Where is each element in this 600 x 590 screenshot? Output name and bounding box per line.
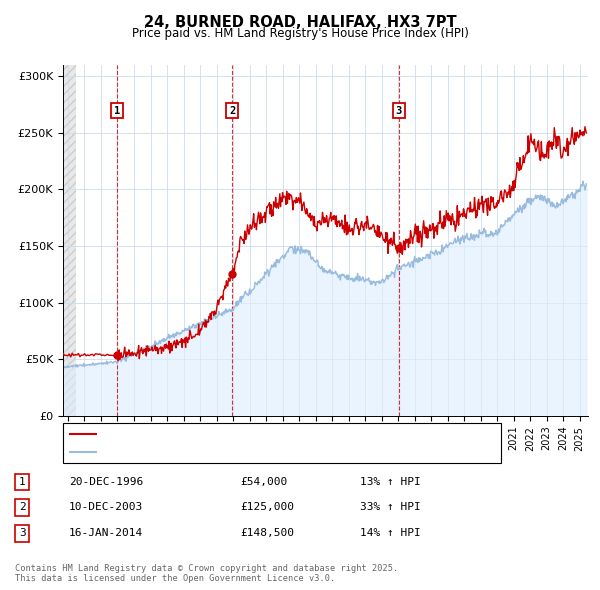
Text: 2: 2 (19, 503, 26, 512)
Text: 3: 3 (395, 106, 402, 116)
Bar (63, 65, 76, 416)
Text: 3: 3 (19, 529, 26, 538)
Text: 16-JAN-2014: 16-JAN-2014 (69, 529, 143, 538)
Text: £125,000: £125,000 (240, 503, 294, 512)
Text: 13% ↑ HPI: 13% ↑ HPI (360, 477, 421, 487)
Text: 24, BURNED ROAD, HALIFAX, HX3 7PT: 24, BURNED ROAD, HALIFAX, HX3 7PT (143, 15, 457, 30)
Text: £54,000: £54,000 (240, 477, 287, 487)
Text: 10-DEC-2003: 10-DEC-2003 (69, 503, 143, 512)
Text: 2: 2 (229, 106, 235, 116)
Text: Price paid vs. HM Land Registry's House Price Index (HPI): Price paid vs. HM Land Registry's House … (131, 27, 469, 40)
Text: 20-DEC-1996: 20-DEC-1996 (69, 477, 143, 487)
Text: HPI: Average price, semi-detached house, Calderdale: HPI: Average price, semi-detached house,… (99, 447, 377, 457)
Text: 24, BURNED ROAD, HALIFAX, HX3 7PT (semi-detached house): 24, BURNED ROAD, HALIFAX, HX3 7PT (semi-… (99, 430, 420, 440)
Text: Contains HM Land Registry data © Crown copyright and database right 2025.
This d: Contains HM Land Registry data © Crown c… (15, 563, 398, 583)
Text: £148,500: £148,500 (240, 529, 294, 538)
Text: 14% ↑ HPI: 14% ↑ HPI (360, 529, 421, 538)
Text: 1: 1 (114, 106, 120, 116)
Text: 33% ↑ HPI: 33% ↑ HPI (360, 503, 421, 512)
Text: 1: 1 (19, 477, 26, 487)
